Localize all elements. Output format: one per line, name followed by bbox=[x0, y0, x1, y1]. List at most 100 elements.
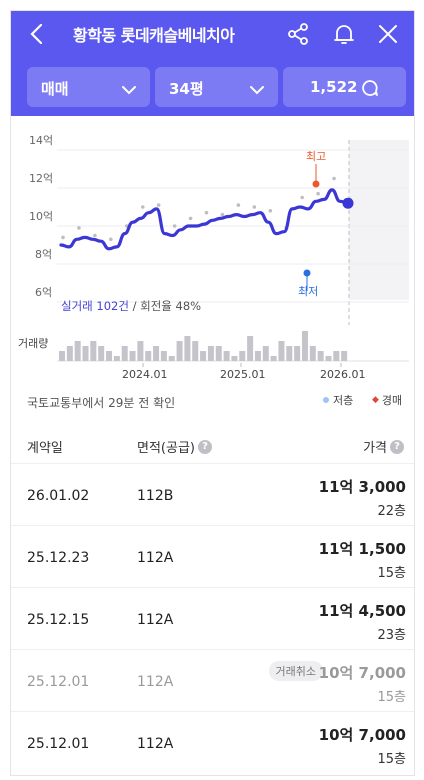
trade-type-label: 매매 bbox=[41, 80, 69, 98]
volume-bar bbox=[215, 346, 222, 361]
help-icon[interactable]: ? bbox=[197, 439, 212, 454]
row-floor: 15층 bbox=[377, 566, 406, 581]
trade-point bbox=[332, 176, 336, 181]
low-label: 최저 bbox=[298, 285, 319, 298]
price-line bbox=[59, 188, 350, 251]
row-price: 11억 1,500 bbox=[318, 540, 406, 558]
share-icon[interactable] bbox=[285, 21, 311, 47]
row-area: 112A bbox=[137, 674, 174, 690]
row-date: 26.01.02 bbox=[27, 488, 90, 504]
volume-bar bbox=[145, 351, 152, 361]
volume-bar bbox=[231, 356, 238, 361]
page-title: 황학동 롯데캐슬베네치아 bbox=[73, 26, 235, 45]
volume-bar bbox=[207, 346, 214, 361]
trade-point bbox=[188, 216, 193, 221]
row-area: 112A bbox=[137, 550, 174, 566]
row-price: 10억 7,000 bbox=[318, 726, 406, 744]
trade-point bbox=[77, 226, 81, 230]
volume-bar bbox=[239, 351, 246, 361]
trade-point bbox=[316, 191, 320, 196]
volume-bar bbox=[317, 351, 324, 361]
price-chart[interactable]: 14억 12억 10억 8억 6억 최고 최저 실거래 102건 / 회전율 4… bbox=[11, 123, 414, 393]
comment-icon bbox=[361, 79, 379, 101]
legend-auction: ◆ 경매 bbox=[372, 392, 402, 408]
row-area: 112B bbox=[137, 488, 174, 504]
table-row[interactable]: 25.12.01 112A 10억 7,000 15층 bbox=[11, 711, 414, 773]
volume-bar bbox=[223, 351, 230, 361]
y-tick: 10억 bbox=[29, 210, 54, 223]
size-select[interactable]: 34평 bbox=[155, 67, 278, 107]
chart-summary: 실거래 102건 / 회전율 48% bbox=[61, 298, 201, 314]
trade-point bbox=[268, 209, 273, 213]
y-tick: 12억 bbox=[29, 172, 54, 185]
row-floor: 15층 bbox=[377, 752, 406, 767]
trade-point bbox=[61, 235, 65, 240]
trade-point bbox=[172, 224, 177, 228]
col-header-date-label: 계약일 bbox=[27, 441, 63, 456]
bell-icon[interactable] bbox=[331, 21, 357, 47]
row-area: 112A bbox=[137, 736, 174, 752]
app-frame: 황학동 롯데캐슬베네치아 매매 34평 bbox=[10, 10, 415, 776]
volume-bar bbox=[278, 341, 285, 361]
trade-point bbox=[93, 233, 97, 238]
col-header-area[interactable]: 면적(공급)? bbox=[137, 437, 212, 456]
trade-point bbox=[109, 237, 113, 242]
row-floor: 15층 bbox=[377, 690, 406, 705]
chevron-down-icon bbox=[250, 81, 264, 99]
row-floor: 23층 bbox=[377, 628, 406, 643]
close-icon[interactable] bbox=[375, 21, 401, 47]
x-tick: 2026.01 bbox=[320, 368, 366, 381]
volume-bar bbox=[160, 351, 167, 361]
x-tick: 2025.01 bbox=[220, 368, 266, 381]
volume-bar bbox=[113, 356, 120, 361]
volume-bar bbox=[90, 341, 97, 361]
table-row[interactable]: 26.01.02 112B 11억 3,000 22층 bbox=[11, 463, 414, 525]
volume-bar bbox=[200, 351, 207, 361]
volume-bar bbox=[74, 341, 81, 361]
high-marker bbox=[312, 180, 320, 188]
volume-bar bbox=[176, 341, 183, 361]
table-row[interactable]: 25.12.23 112A 11억 1,500 15층 bbox=[11, 525, 414, 587]
volume-bar bbox=[153, 346, 160, 361]
chevron-left-icon[interactable] bbox=[23, 21, 49, 47]
trade-type-select[interactable]: 매매 bbox=[27, 67, 150, 107]
row-floor: 22층 bbox=[377, 504, 406, 519]
row-price: 10억 7,000 bbox=[318, 664, 406, 682]
y-tick: 8억 bbox=[35, 248, 53, 261]
row-date: 25.12.15 bbox=[27, 612, 90, 628]
legend-auction-label: 경매 bbox=[381, 394, 403, 407]
volume-bar bbox=[98, 346, 105, 361]
help-icon[interactable]: ? bbox=[390, 439, 404, 454]
volume-bar bbox=[286, 346, 293, 361]
x-tick: 2024.01 bbox=[122, 368, 168, 381]
trade-point bbox=[220, 212, 225, 217]
volume-bar bbox=[301, 331, 308, 361]
comments-button[interactable]: 1,522 bbox=[283, 67, 406, 107]
table-row[interactable]: 25.12.15 112A 11억 4,500 23층 bbox=[11, 587, 414, 649]
volume-bar bbox=[82, 346, 89, 361]
y-tick: 6억 bbox=[35, 286, 53, 299]
diamond-icon: ◆ bbox=[372, 395, 379, 405]
high-label: 최고 bbox=[306, 150, 327, 163]
row-date: 25.12.01 bbox=[27, 736, 90, 752]
data-source-note: 국토교통부에서 29분 전 확인 bbox=[27, 396, 176, 410]
row-price: 11억 4,500 bbox=[318, 602, 406, 620]
volume-bar bbox=[66, 346, 73, 361]
col-header-date[interactable]: 계약일 bbox=[27, 437, 63, 456]
volume-bar bbox=[294, 346, 301, 361]
volume-bar bbox=[325, 356, 332, 361]
y-tick: 14억 bbox=[29, 134, 54, 147]
low-marker bbox=[303, 269, 311, 277]
volume-label: 거래량 bbox=[18, 337, 49, 350]
row-area: 112A bbox=[137, 612, 174, 628]
volume-bar bbox=[341, 351, 348, 361]
volume-bar bbox=[121, 346, 128, 361]
trade-point bbox=[204, 210, 209, 215]
trade-point bbox=[236, 203, 241, 207]
table-row[interactable]: 25.12.01 112A 거래취소 10억 7,000 15층 bbox=[11, 649, 414, 711]
trade-point bbox=[300, 195, 304, 200]
volume-bar bbox=[333, 351, 340, 361]
col-header-price[interactable]: 가격? bbox=[363, 437, 404, 456]
volume-bar bbox=[129, 351, 136, 361]
volume-bar bbox=[262, 346, 269, 361]
